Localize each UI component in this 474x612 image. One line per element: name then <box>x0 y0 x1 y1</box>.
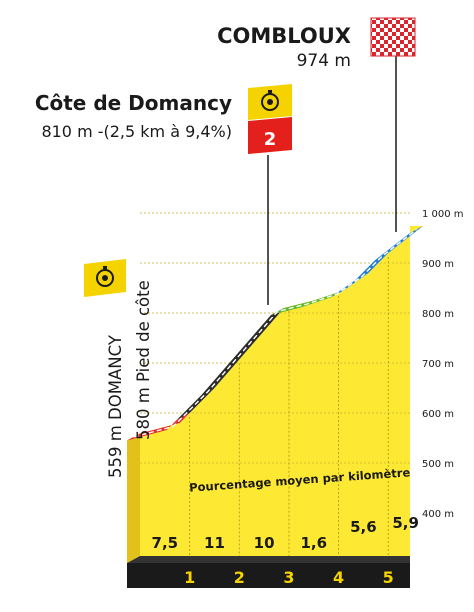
start-label-domancy: 559 m DOMANCY <box>106 334 125 478</box>
top-band-segment <box>176 308 284 420</box>
start-label-pied-de-cote: 580 m Pied de côte <box>134 280 153 440</box>
km-marker: 3 <box>283 568 294 587</box>
gradient-labels: 7,5 11 10 1,6 5,6 5,9 <box>152 514 419 552</box>
km-markers: 1 2 3 4 5 <box>184 568 394 587</box>
summit-altitude: 974 m <box>297 51 351 71</box>
km-dividers <box>189 257 389 556</box>
km-marker: 1 <box>184 568 195 587</box>
y-tick-label: 700 m <box>422 359 454 370</box>
y-axis-ticks: 400 m 500 m 600 m 700 m 800 m 900 m 1 000 m <box>422 209 464 520</box>
gradient-label: 5,9 <box>392 514 419 532</box>
gradient-label: 10 <box>254 534 275 552</box>
gradient-label: 11 <box>204 534 225 552</box>
gradient-label: 1,6 <box>300 534 327 552</box>
y-tick-label: 1 000 m <box>422 209 464 220</box>
km-marker: 4 <box>333 568 344 587</box>
route-dashed-line <box>133 228 417 438</box>
y-tick-label: 500 m <box>422 459 454 470</box>
climb-category-badge: 2 <box>248 117 292 154</box>
y-tick-label: 800 m <box>422 309 454 320</box>
y-tick-label: 400 m <box>422 509 454 520</box>
climb-detail: 810 m -(2,5 km à 9,4%) <box>41 122 232 141</box>
km-marker: 2 <box>234 568 245 587</box>
climb-stopwatch-icon <box>248 84 292 120</box>
start-stopwatch-icon <box>84 259 126 297</box>
climb-name: Côte de Domancy <box>35 91 232 115</box>
gradient-label: 7,5 <box>152 534 179 552</box>
base-bar-side <box>127 556 410 563</box>
y-tick-label: 900 m <box>422 259 454 270</box>
profile-area <box>140 226 423 556</box>
y-tick-label: 600 m <box>422 409 454 420</box>
gradient-label: 5,6 <box>350 518 377 536</box>
base-bar <box>127 563 410 588</box>
top-band-segment <box>127 413 190 441</box>
top-band-segment <box>330 226 423 298</box>
climb-category: 2 <box>264 129 277 150</box>
finish-flag-icon <box>370 17 416 57</box>
summit-name: COMBLOUX <box>217 24 351 48</box>
km-marker: 5 <box>383 568 394 587</box>
profile-side-face <box>127 433 140 563</box>
